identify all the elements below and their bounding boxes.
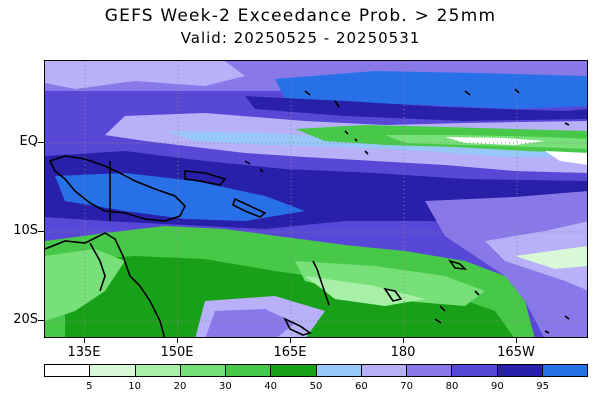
lat-tick-eq bbox=[38, 142, 44, 143]
coast-vanuatu bbox=[312, 260, 330, 306]
south-green-light bbox=[295, 261, 485, 306]
lon-tick-165e bbox=[290, 338, 291, 343]
legend-level-label: 5 bbox=[86, 381, 93, 392]
coast-tonga bbox=[439, 305, 446, 312]
lon-tick-135e bbox=[84, 338, 85, 343]
legend-swatch bbox=[497, 365, 543, 376]
grid-lines bbox=[45, 61, 587, 337]
legend-swatch bbox=[271, 365, 317, 376]
map-canvas bbox=[45, 61, 587, 337]
legend-swatch bbox=[452, 365, 498, 376]
region-north-blue bbox=[275, 71, 587, 109]
legend-level-label: 80 bbox=[445, 381, 459, 392]
legend-swatch bbox=[226, 365, 272, 376]
legend-swatch bbox=[407, 365, 453, 376]
map-title: GEFS Week-2 Exceedance Prob. > 25mm bbox=[104, 6, 497, 26]
lat-label-20s: 20S bbox=[13, 312, 38, 327]
lat-label-eq: EQ bbox=[19, 134, 38, 149]
coast-solomons bbox=[232, 197, 267, 218]
lon-label-165e: 165E bbox=[273, 345, 307, 360]
legend-swatch bbox=[45, 365, 91, 376]
lat-label-10s: 10S bbox=[13, 223, 38, 238]
legend-swatch bbox=[90, 365, 136, 376]
color-legend-bar bbox=[44, 364, 588, 377]
legend-level-label: 30 bbox=[218, 381, 232, 392]
lon-tick-165w bbox=[516, 338, 517, 343]
lat-tick-10s bbox=[38, 231, 44, 232]
south-pale-green bbox=[305, 276, 425, 306]
map-subtitle: Valid: 20250525 - 20250531 bbox=[180, 29, 421, 47]
lon-label-135e: 135E bbox=[67, 345, 101, 360]
legend-swatch bbox=[316, 365, 362, 376]
lon-tick-150e bbox=[177, 338, 178, 343]
coast-new-britain bbox=[184, 170, 227, 186]
legend-level-label: 60 bbox=[354, 381, 368, 392]
coast-samoa bbox=[447, 259, 468, 271]
legend-level-label: 50 bbox=[309, 381, 323, 392]
lon-label-180: 180 bbox=[390, 345, 416, 360]
southeast-pale bbox=[515, 246, 587, 269]
legend-level-label: 90 bbox=[490, 381, 504, 392]
legend-swatch bbox=[180, 365, 226, 376]
lon-label-150e: 150E bbox=[160, 345, 194, 360]
lon-tick-180 bbox=[403, 338, 404, 343]
coast-misc-south bbox=[434, 290, 570, 334]
probability-map bbox=[44, 60, 588, 338]
coastlines bbox=[45, 88, 570, 337]
southeast-lilac bbox=[425, 191, 587, 337]
coast-north-islands bbox=[304, 88, 520, 108]
coast-australia bbox=[45, 232, 166, 337]
coast-fiji bbox=[383, 287, 403, 302]
region-north-lilac bbox=[45, 61, 245, 89]
legend-level-label: 40 bbox=[264, 381, 278, 392]
legend-swatch bbox=[542, 365, 587, 376]
legend-level-label: 70 bbox=[400, 381, 414, 392]
legend-swatch bbox=[361, 365, 407, 376]
coast-micro-islands bbox=[244, 122, 570, 173]
coast-new-guinea bbox=[48, 155, 186, 222]
legend-level-label: 95 bbox=[536, 381, 550, 392]
lat-tick-20s bbox=[38, 320, 44, 321]
legend-level-label: 10 bbox=[128, 381, 142, 392]
region-north-dark bbox=[245, 96, 587, 121]
lon-label-165w: 165W bbox=[497, 345, 535, 360]
south-green-dark bbox=[65, 256, 514, 337]
legend-swatch bbox=[135, 365, 181, 376]
legend-level-label: 20 bbox=[173, 381, 187, 392]
coast-new-caledonia bbox=[283, 317, 312, 336]
equatorial-white-east bbox=[545, 151, 587, 165]
south-blue-patch bbox=[205, 309, 295, 337]
